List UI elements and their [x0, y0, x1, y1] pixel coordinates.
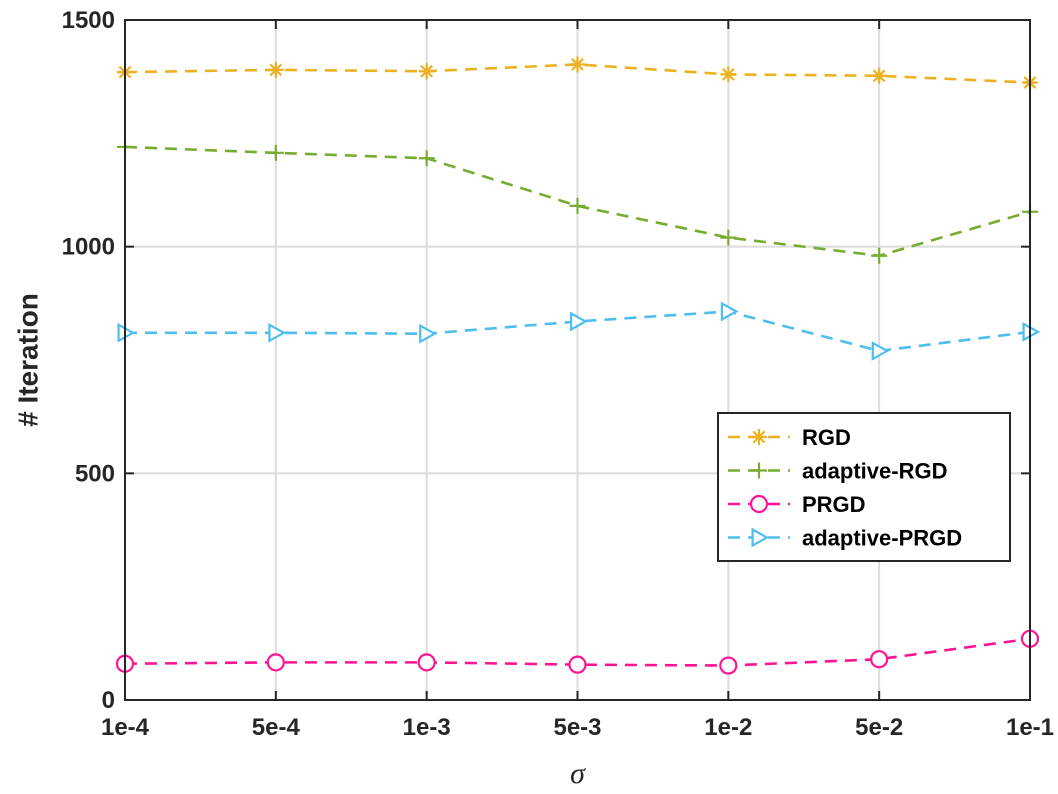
data-point — [266, 653, 285, 672]
data-point — [871, 341, 890, 361]
data-point — [569, 311, 588, 332]
data-point-shape — [268, 322, 287, 343]
data-point-stroke — [420, 64, 434, 78]
legend-label: adaptive-RGD — [802, 459, 947, 484]
data-point-shape — [871, 341, 890, 361]
data-point — [720, 301, 739, 322]
y-tick-label: 500 — [75, 460, 115, 487]
data-point — [267, 144, 284, 161]
data-point-shape — [417, 653, 436, 672]
data-point-stroke — [721, 68, 735, 81]
data-point-shape — [568, 655, 587, 674]
legend-label: PRGD — [802, 492, 866, 517]
data-point — [418, 63, 435, 80]
y-tick-labels: 0 500 1000 1500 — [62, 7, 115, 714]
legend-item-adaptive-prgd: adaptive-PRGD — [728, 526, 962, 551]
data-point-stroke — [269, 63, 283, 77]
data-point — [569, 56, 586, 73]
legend-marker — [751, 527, 770, 548]
y-tick-label: 1500 — [62, 7, 115, 34]
data-point-shape — [569, 311, 588, 332]
data-point — [569, 197, 586, 214]
x-tick-label: 1e-4 — [101, 714, 150, 741]
legend-item-rgd: RGD — [728, 425, 851, 450]
y-tick-label: 1000 — [62, 234, 115, 261]
data-point-shape — [419, 323, 437, 344]
legend-item-adaptive-rgd: adaptive-RGD — [728, 459, 947, 484]
data-point — [417, 653, 436, 672]
data-point — [719, 656, 738, 675]
data-point-shape — [870, 650, 889, 669]
legend-marker — [751, 429, 767, 445]
x-tick-label: 5e-4 — [252, 714, 301, 741]
x-tick-label: 1e-1 — [1006, 714, 1054, 741]
data-point-shape — [719, 656, 738, 675]
ticks — [124, 19, 1031, 701]
x-tick-label: 1e-2 — [704, 714, 752, 741]
x-tick-label: 1e-3 — [403, 714, 451, 741]
legend-marker — [749, 494, 769, 514]
legend-item-prgd: PRGD — [728, 492, 866, 517]
legend-marker — [751, 462, 767, 479]
data-point — [419, 323, 437, 344]
y-axis-title: # Iteration — [12, 293, 43, 427]
data-point — [268, 322, 287, 343]
data-point — [871, 67, 888, 84]
data-point — [267, 61, 284, 78]
data-point-stroke — [571, 58, 584, 71]
x-tick-labels: 1e-4 5e-4 1e-3 5e-3 1e-2 5e-2 1e-1 — [101, 714, 1054, 741]
y-tick-label: 0 — [102, 687, 115, 714]
data-point — [568, 655, 587, 674]
data-point — [418, 150, 435, 167]
legend-marker-shape — [749, 494, 769, 514]
data-point — [720, 229, 737, 246]
data-point-shape — [720, 301, 739, 322]
data-point-shape — [266, 653, 285, 672]
data-point — [870, 650, 889, 669]
data-point — [871, 247, 888, 264]
data-point — [720, 66, 737, 83]
x-axis-title: σ — [570, 757, 586, 790]
legend-label: RGD — [802, 425, 851, 450]
legend: RGD adaptive-RGD PRGD adaptive-PRGD — [717, 412, 1011, 562]
legend-marker-stroke — [752, 430, 766, 444]
series-adaptive-prgd — [117, 301, 1041, 361]
data-point-stroke — [872, 69, 886, 83]
x-tick-label: 5e-2 — [855, 714, 903, 741]
series-prgd — [115, 629, 1040, 675]
legend-label: adaptive-PRGD — [802, 526, 962, 551]
x-tick-label: 5e-3 — [553, 714, 601, 741]
legend-marker-shape — [751, 527, 770, 548]
